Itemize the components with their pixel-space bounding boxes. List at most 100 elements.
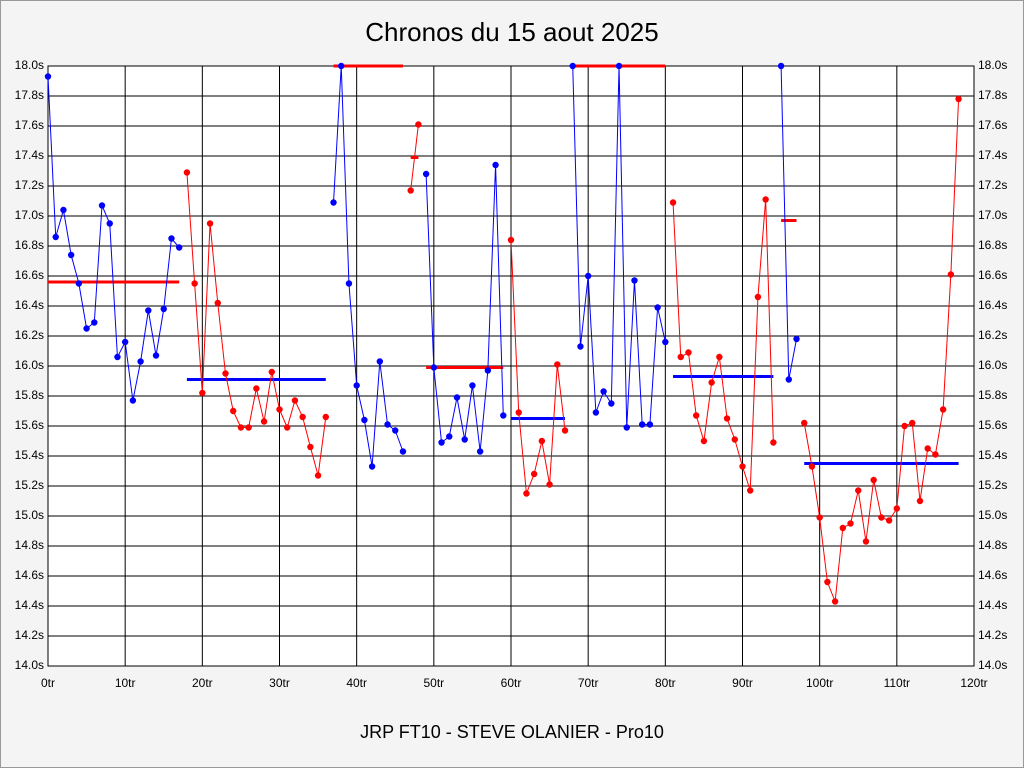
lap-point xyxy=(245,424,252,431)
lap-point xyxy=(422,170,430,178)
lap-point xyxy=(862,538,870,545)
lap-point xyxy=(399,448,407,455)
y-tick-label: 16.0s xyxy=(15,358,44,372)
y-tick-label: 16.2s xyxy=(15,328,44,342)
lap-point xyxy=(322,413,329,421)
lap-point xyxy=(507,236,515,244)
lap-line xyxy=(510,239,566,494)
y-tick-label: 18.0s xyxy=(15,58,44,72)
lap-point xyxy=(392,427,399,434)
lap-point xyxy=(677,353,684,361)
y-tick-label: 14.2s xyxy=(15,628,44,642)
lap-point xyxy=(222,370,229,377)
lap-point xyxy=(592,409,600,416)
lap-point xyxy=(376,358,384,365)
x-tick-label: 120tr xyxy=(960,676,987,690)
lap-point xyxy=(191,280,198,287)
lap-point xyxy=(83,325,90,332)
y-tick-label: 15.6s xyxy=(15,418,44,432)
lap-point xyxy=(530,470,538,478)
lap-point xyxy=(916,497,924,505)
lap-point xyxy=(345,280,353,287)
lap-point xyxy=(669,199,677,206)
lap-point xyxy=(44,73,52,80)
lap-point xyxy=(407,187,414,194)
lap-point xyxy=(824,578,831,586)
lap-point xyxy=(284,424,291,431)
lap-line xyxy=(333,65,404,467)
y-tick-label: 14.8s xyxy=(15,538,44,552)
lap-point xyxy=(831,598,839,605)
y-tick-label: 14.4s xyxy=(15,598,44,612)
lap-point xyxy=(693,412,700,419)
y2-tick-label: 14.2s xyxy=(978,628,1007,642)
lap-point xyxy=(909,419,916,427)
lap-point xyxy=(878,514,885,521)
lap-line xyxy=(47,76,180,401)
y2-tick-label: 17.4s xyxy=(978,148,1007,162)
y-tick-label: 16.8s xyxy=(15,238,44,252)
lap-point xyxy=(955,95,962,103)
lap-point xyxy=(546,481,553,488)
lap-point xyxy=(330,199,337,206)
lap-point xyxy=(368,463,376,470)
lap-point xyxy=(361,416,368,424)
lap-point xyxy=(145,307,152,314)
lap-point xyxy=(901,422,908,430)
lap-point xyxy=(893,505,901,512)
lap-point xyxy=(291,397,299,404)
lap-point xyxy=(230,407,237,415)
lap-point xyxy=(762,196,769,203)
lap-point xyxy=(160,305,167,313)
lap-point xyxy=(98,202,106,209)
lap-point xyxy=(600,388,607,395)
lap-point xyxy=(816,514,823,521)
lap-point xyxy=(237,424,245,431)
y-tick-label: 16.4s xyxy=(15,298,44,312)
x-tick-label: 90tr xyxy=(732,676,753,690)
y2-tick-label: 15.8s xyxy=(978,388,1007,402)
x-tick-label: 60tr xyxy=(501,676,522,690)
lap-point xyxy=(67,251,75,259)
lap-point xyxy=(839,524,847,532)
lap-point xyxy=(638,421,646,428)
y-tick-label: 17.8s xyxy=(15,88,44,102)
lap-point xyxy=(106,220,113,227)
lap-point xyxy=(808,463,816,470)
lap-point xyxy=(446,433,453,440)
y-tick-label: 14.6s xyxy=(15,568,44,582)
y2-tick-label: 14.0s xyxy=(978,658,1007,672)
lap-point xyxy=(276,406,283,413)
lap-point xyxy=(168,235,175,242)
y2-tick-label: 15.2s xyxy=(978,478,1007,492)
x-tick-label: 10tr xyxy=(115,676,136,690)
lap-point xyxy=(932,451,939,458)
lap-point xyxy=(739,463,746,470)
lap-point xyxy=(137,358,144,365)
lap-point xyxy=(662,338,669,346)
lap-point xyxy=(469,382,476,389)
x-tick-label: 100tr xyxy=(806,676,833,690)
y2-tick-label: 17.0s xyxy=(978,208,1007,222)
lap-point xyxy=(492,161,499,169)
lap-point xyxy=(515,409,522,416)
lap-point xyxy=(584,272,592,280)
lap-point xyxy=(114,353,121,361)
lap-point xyxy=(307,443,314,451)
lap-point xyxy=(631,277,638,284)
lap-point xyxy=(855,487,862,494)
lap-point xyxy=(685,349,692,356)
y2-tick-label: 14.4s xyxy=(978,598,1007,612)
lap-point xyxy=(538,437,546,445)
lap-line xyxy=(410,124,419,191)
lap-point xyxy=(384,421,391,428)
y2-tick-label: 16.8s xyxy=(978,238,1007,252)
lap-point xyxy=(885,517,893,524)
y-tick-label: 17.0s xyxy=(15,208,44,222)
lap-point xyxy=(60,206,67,214)
lap-point xyxy=(793,335,800,343)
x-tick-label: 110tr xyxy=(884,676,910,690)
y2-tick-label: 15.4s xyxy=(978,448,1007,462)
lap-point xyxy=(700,437,708,445)
lap-point xyxy=(870,476,877,484)
